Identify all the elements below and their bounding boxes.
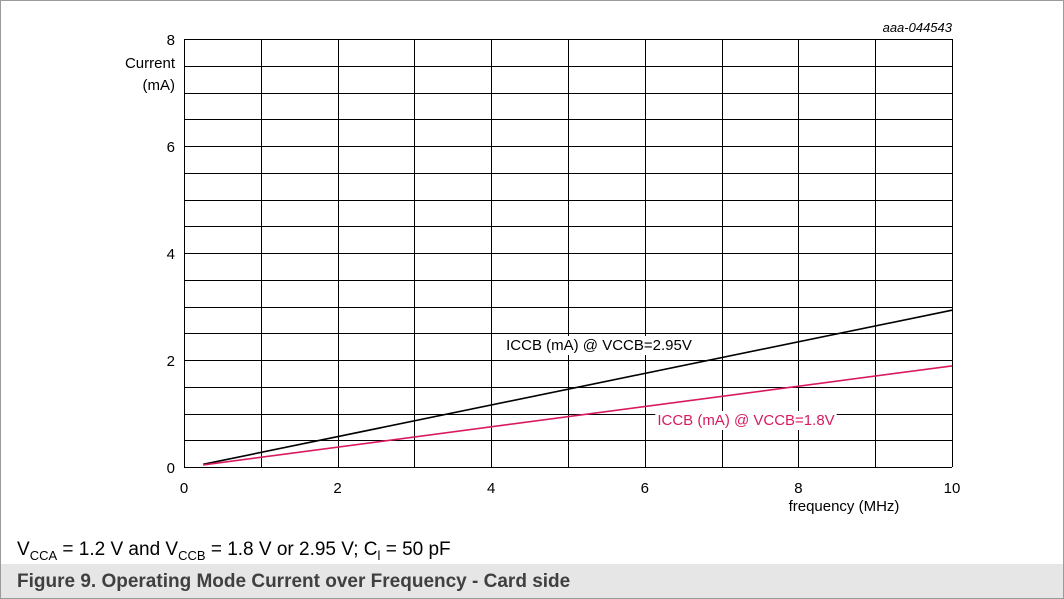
- y-tick-label: 4: [167, 246, 175, 263]
- series-label-vccb-1-8v: ICCB (mA) @ VCCB=1.8V: [657, 412, 834, 429]
- y-tick-label: 0: [167, 460, 175, 477]
- x-tick-label: 10: [944, 480, 961, 497]
- x-axis-label: frequency (MHz): [789, 498, 900, 515]
- x-tick-label: 8: [794, 480, 802, 497]
- y-tick-label: 6: [167, 139, 175, 156]
- c-text: = 50 pF: [380, 539, 451, 560]
- series-line-vccb-1-8v: [203, 365, 953, 466]
- x-tick-label: 6: [641, 480, 649, 497]
- y-tick-label: 2: [167, 353, 175, 370]
- figure-id: aaa-044543: [883, 20, 953, 35]
- v-cca-symbol: V: [17, 539, 30, 560]
- figure-title: Figure 9. Operating Mode Current over Fr…: [1, 564, 1063, 598]
- v-cca-text: = 1.2 V and V: [57, 539, 179, 560]
- series-label-background: [504, 336, 694, 355]
- series-label-vccb-2-95v: ICCB (mA) @ VCCB=2.95V: [506, 337, 692, 354]
- c-subscript: l: [377, 547, 381, 563]
- y-axis-label-line1: Current: [125, 55, 176, 72]
- test-conditions: VCCA = 1.2 V and VCCB = 1.8 V or 2.95 V;…: [17, 539, 451, 563]
- v-ccb-text: = 1.8 V or 2.95 V; C: [205, 539, 378, 560]
- y-axis-label-line2: (mA): [143, 77, 176, 94]
- x-tick-label: 2: [333, 480, 341, 497]
- series-label-background: [655, 411, 837, 430]
- v-cca-subscript: CCA: [29, 547, 58, 563]
- series-line-vccb-2-95v: [203, 309, 953, 466]
- x-tick-label: 0: [180, 480, 188, 497]
- v-ccb-subscript: CCB: [178, 547, 206, 563]
- y-tick-label: 8: [167, 32, 175, 49]
- x-tick-label: 4: [487, 480, 495, 497]
